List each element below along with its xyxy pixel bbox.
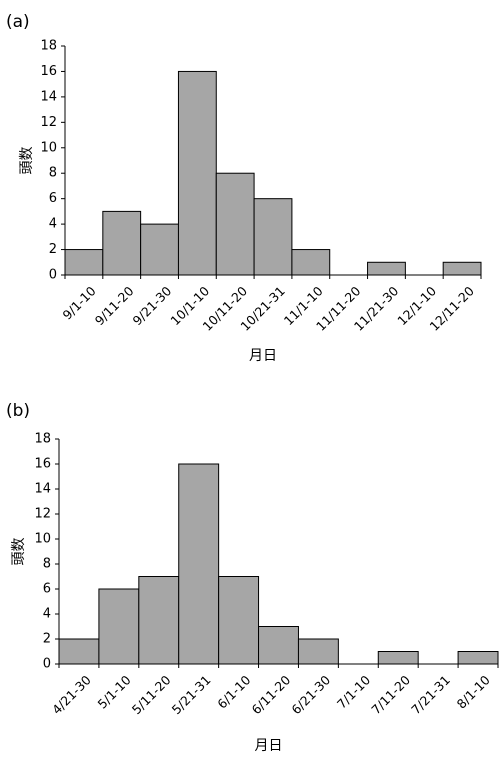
y-tick-label: 18 <box>40 39 57 54</box>
bar-10/21-31 <box>253 198 293 276</box>
x-tick-label: 5/21-31 <box>169 672 214 717</box>
x-tick-label: 4/21-30 <box>49 672 94 717</box>
y-tick-label: 6 <box>43 582 51 597</box>
x-tick-label: 9/21-30 <box>130 283 175 328</box>
y-tick-label: 14 <box>34 482 51 497</box>
y-axis-title: 頭数 <box>11 538 27 566</box>
x-tick-label: 9/11-20 <box>92 283 137 328</box>
x-tick-label: 5/1-10 <box>94 672 133 711</box>
y-tick-label: 2 <box>49 242 57 257</box>
x-tick-label: 5/11-20 <box>129 672 174 717</box>
y-tick-label: 8 <box>49 166 57 181</box>
x-axis-title: 月日 <box>249 348 277 364</box>
bar-11/21-30 <box>367 261 406 276</box>
bar-6/1-10 <box>218 576 260 665</box>
y-tick-label: 18 <box>34 432 51 447</box>
y-tick-label: 12 <box>40 115 57 130</box>
bar-11/1-10 <box>291 249 331 276</box>
y-tick-label: 0 <box>43 657 51 672</box>
y-tick-label: 8 <box>43 557 51 572</box>
chart-panel-a: (a)0246810121416189/1-109/11-209/21-3010… <box>6 12 482 364</box>
bar-9/1-10 <box>64 249 104 276</box>
chart-panel-b: (b) 0 2 4 6 8 10 12 14 16 18 4/21-30 5/1-105/11-205/… <box>6 401 499 754</box>
bar-6/21-30 <box>297 638 339 665</box>
bar-10/11-20 <box>215 172 255 276</box>
bar-10/1-10 <box>177 70 217 276</box>
x-tick-label: 7/1-10 <box>334 672 373 711</box>
bar-5/1-10 <box>98 588 140 665</box>
bar-8/1-10 <box>457 651 499 665</box>
y-tick-label: 0 <box>49 268 57 283</box>
x-tick-label: 7/21-31 <box>408 672 453 717</box>
y-tick-label: 6 <box>49 191 57 206</box>
bar-7/11-20 <box>377 651 419 665</box>
panel-label: (a) <box>6 12 30 32</box>
y-tick-label: 12 <box>34 507 51 522</box>
y-tick-label: 16 <box>40 64 57 79</box>
y-tick-label: 4 <box>43 607 51 622</box>
y-tick-label: 10 <box>40 140 57 155</box>
x-axis-title: 月日 <box>255 738 283 754</box>
bar-9/21-30 <box>140 223 179 276</box>
bar-5/11-20 <box>138 576 180 665</box>
x-tick-label: 6/21-30 <box>288 672 333 717</box>
x-tick-label: 8/1-10 <box>454 672 493 711</box>
bar-12/11-20 <box>442 261 482 276</box>
x-tick-label: 6/1-10 <box>214 672 253 711</box>
panel-label: (b) <box>6 401 30 421</box>
bar-6/11-20 <box>258 626 299 665</box>
x-tick-label: 7/11-20 <box>368 672 413 717</box>
y-tick-label: 2 <box>43 632 51 647</box>
x-tick-label: 6/11-20 <box>249 672 294 717</box>
bar-9/11-20 <box>102 210 142 276</box>
bar-4/21-30 <box>58 638 100 665</box>
y-tick-label: 4 <box>49 217 57 232</box>
y-tick-label: 16 <box>34 457 51 472</box>
y-tick-label: 10 <box>34 532 51 547</box>
y-tick-label: 14 <box>40 89 57 104</box>
y-axis-title: 頭数 <box>19 147 35 175</box>
bar-5/21-31 <box>178 463 220 665</box>
